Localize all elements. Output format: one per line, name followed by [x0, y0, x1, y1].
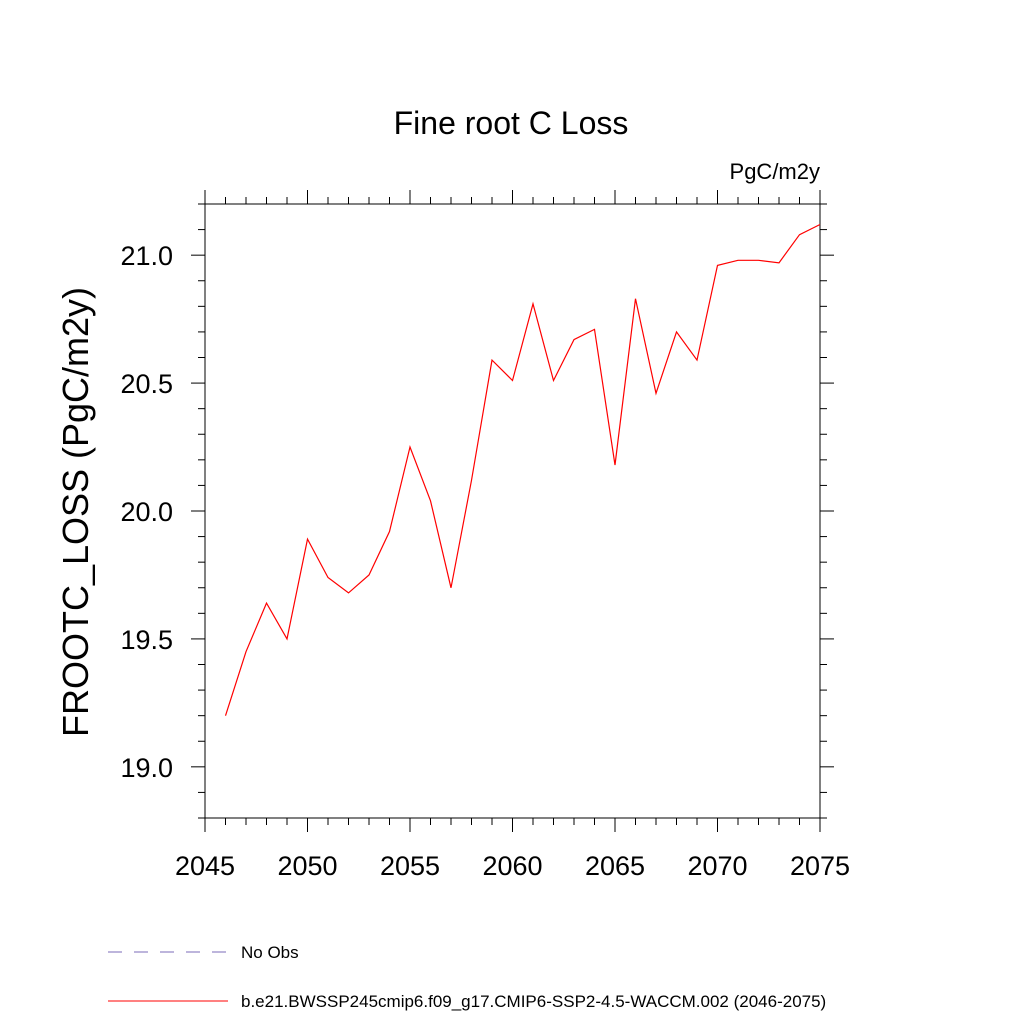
x-tick-label: 2065 [585, 851, 645, 881]
series-lines [224, 223, 821, 716]
y-tick-label: 21.0 [120, 241, 173, 271]
series-line [224, 223, 821, 716]
axis-ticks [191, 190, 834, 832]
y-tick-label: 19.0 [120, 753, 173, 783]
x-tick-label: 2050 [277, 851, 337, 881]
plot-frame [204, 203, 821, 819]
units-label: PgC/m2y [730, 159, 820, 184]
x-tick-label: 2075 [790, 851, 850, 881]
x-tick-label: 2045 [175, 851, 235, 881]
legend-label: b.e21.BWSSP245cmip6.f09_g17.CMIP6-SSP2-4… [241, 992, 826, 1011]
y-tick-label: 20.5 [120, 369, 173, 399]
y-axis-label: FROOTC_LOSS (PgC/m2y) [55, 287, 96, 737]
legend-label: No Obs [241, 943, 299, 962]
legend: No Obs b.e21.BWSSP245cmip6.f09_g17.CMIP6-… [108, 943, 826, 1011]
chart-title: Fine root C Loss [394, 105, 629, 141]
x-tick-label: 2055 [380, 851, 440, 881]
y-tick-label: 19.5 [120, 625, 173, 655]
axis-tick-labels: 2045 2050 2055 2060 2065 2070 2075 19.0 19.5 20.0… [120, 241, 850, 881]
x-tick-label: 2070 [687, 851, 747, 881]
y-tick-label: 20.0 [120, 497, 173, 527]
x-tick-label: 2060 [482, 851, 542, 881]
